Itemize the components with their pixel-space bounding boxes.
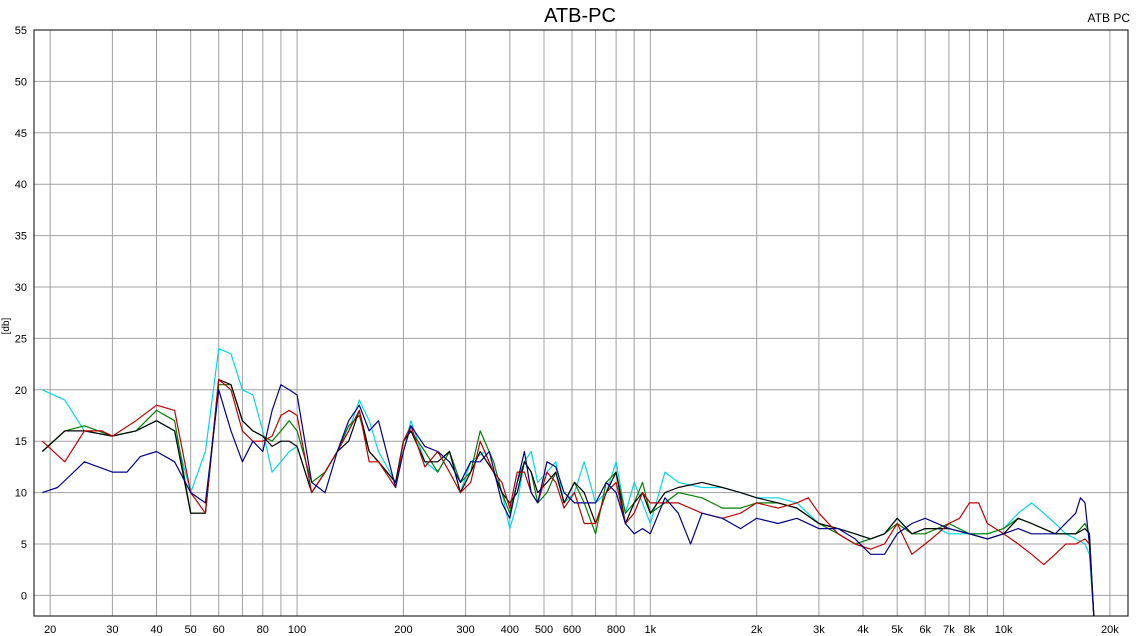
y-tick-label: 0 <box>21 590 27 602</box>
x-tick-label: 600 <box>563 624 581 636</box>
y-tick-label: 45 <box>15 128 27 140</box>
x-tick-label: 200 <box>394 624 412 636</box>
x-tick-label: 50 <box>185 624 197 636</box>
x-tick-label: 20 <box>44 624 56 636</box>
y-tick-label: 50 <box>15 76 27 88</box>
x-tick-label: 2k <box>751 624 763 636</box>
y-tick-label: 15 <box>15 436 27 448</box>
corner-label: ATB PC <box>1088 11 1131 25</box>
x-tick-label: 7k <box>943 624 955 636</box>
y-tick-label: 10 <box>15 488 27 500</box>
x-tick-label: 10k <box>995 624 1013 636</box>
y-tick-label: 40 <box>15 179 27 191</box>
x-tick-label: 500 <box>535 624 553 636</box>
x-tick-label: 300 <box>456 624 474 636</box>
x-tick-label: 80 <box>257 624 269 636</box>
x-tick-label: 20k <box>1101 624 1119 636</box>
series-line <box>42 384 1095 617</box>
y-tick-label: 35 <box>15 231 27 243</box>
x-tick-label: 6k <box>919 624 931 636</box>
y-tick-label: 30 <box>15 282 27 294</box>
x-tick-label: 400 <box>501 624 519 636</box>
x-tick-label: 8k <box>964 624 976 636</box>
x-tick-label: 5k <box>891 624 903 636</box>
series-line <box>41 378 1095 617</box>
series-group <box>41 348 1095 617</box>
tick-labels: 0 5 10 15 20 25 30 35 40 45 50 55 20 30 40 50 60 80 100 200… <box>15 25 1120 636</box>
y-tick-label: 25 <box>15 333 27 345</box>
chart-title: ATB-PC <box>544 5 616 27</box>
x-tick-label: 100 <box>288 624 306 636</box>
plot-frame <box>33 29 1129 617</box>
y-axis-label: [db] <box>1 317 12 334</box>
x-tick-label: 60 <box>213 624 225 636</box>
x-tick-label: 800 <box>607 624 625 636</box>
y-tick-label: 55 <box>15 25 27 37</box>
x-tick-label: 4k <box>857 624 869 636</box>
x-tick-label: 3k <box>813 624 825 636</box>
x-tick-label: 40 <box>150 624 162 636</box>
x-tick-label: 1k <box>644 624 656 636</box>
y-tick-label: 20 <box>15 385 27 397</box>
x-tick-label: 30 <box>106 624 118 636</box>
y-tick-label: 5 <box>21 539 27 551</box>
